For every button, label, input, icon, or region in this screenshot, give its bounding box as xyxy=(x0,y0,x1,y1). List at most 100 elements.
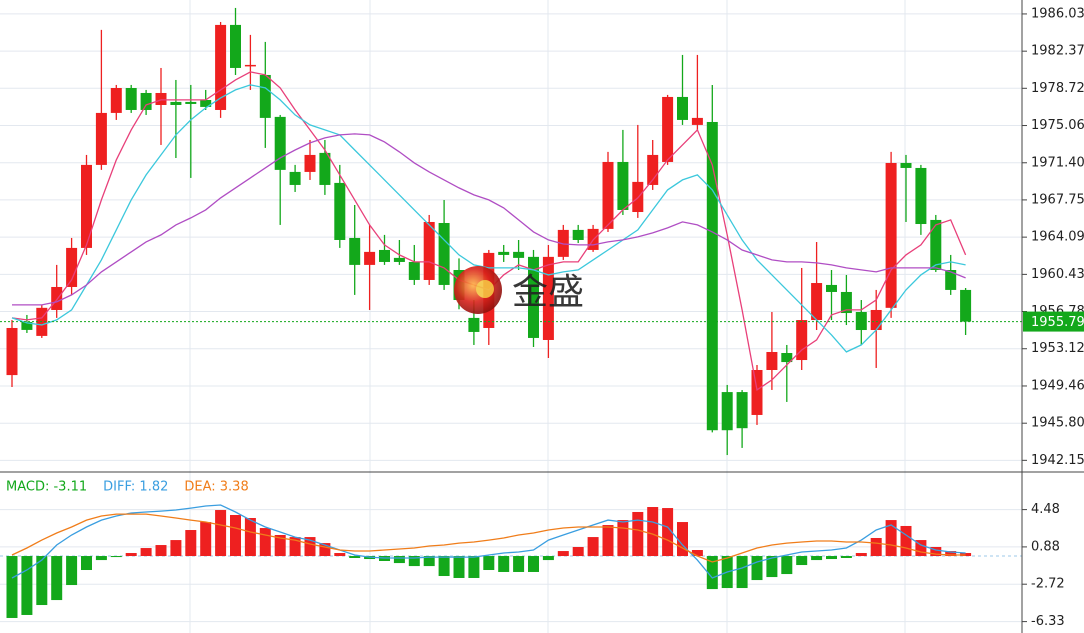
macd-bar xyxy=(513,556,525,572)
candle-body xyxy=(900,162,912,168)
candle-body xyxy=(349,237,361,265)
macd-line xyxy=(11,513,966,563)
y-tick-label: 1945.80 xyxy=(1031,416,1084,431)
y-tick-label: 1953.12 xyxy=(1031,341,1084,356)
candle-body xyxy=(393,257,405,262)
macd-bar xyxy=(572,547,584,557)
candle-body xyxy=(51,286,63,310)
macd-bar xyxy=(528,556,539,572)
macd-bar xyxy=(498,556,510,572)
macd-bar xyxy=(215,510,227,557)
candle-body xyxy=(840,291,852,314)
candle-body xyxy=(259,74,271,118)
macd-bar xyxy=(706,556,718,590)
candle-body xyxy=(647,154,659,185)
macd-bar xyxy=(632,511,644,557)
candle-body xyxy=(66,247,78,287)
legend-entry: DEA: 3.38 xyxy=(184,480,248,495)
macd-bar xyxy=(200,522,212,557)
candle-body xyxy=(677,96,688,120)
candle-body xyxy=(662,96,674,162)
macd-bar xyxy=(95,556,107,561)
candle-body xyxy=(95,112,107,165)
candle-body xyxy=(140,92,152,110)
candle-body xyxy=(960,289,972,322)
y-tick-label: 1964.09 xyxy=(1031,230,1084,245)
macd-bar xyxy=(930,547,942,557)
y-tick-label: 1975.06 xyxy=(1031,118,1084,133)
candle-body xyxy=(230,24,241,68)
y-tick-label: 1949.46 xyxy=(1031,378,1084,393)
candle-body xyxy=(736,392,748,429)
y-tick-label: -6.33 xyxy=(1031,614,1065,629)
macd-bar xyxy=(304,537,316,557)
last-price-box xyxy=(1023,311,1084,332)
legend-entry: MACD: -3.11 xyxy=(6,480,87,495)
candle-body xyxy=(721,392,733,431)
moving-average-line xyxy=(12,133,966,306)
candle-body xyxy=(244,64,256,67)
macd-bar xyxy=(453,556,465,578)
macd-bar xyxy=(393,556,405,564)
macd-bar xyxy=(36,556,48,606)
macd-bar xyxy=(125,553,137,557)
y-tick-label: 1971.40 xyxy=(1031,155,1084,170)
macd-bar xyxy=(274,534,286,557)
candle-body xyxy=(915,167,927,225)
macd-bar xyxy=(885,520,897,557)
candle-body xyxy=(81,164,92,248)
candle-body xyxy=(691,117,703,125)
y-tick-label: 1978.72 xyxy=(1031,81,1084,96)
candle-body xyxy=(408,261,420,280)
candle-body xyxy=(513,251,525,258)
macd-bar xyxy=(468,556,480,578)
candle-body xyxy=(274,116,286,170)
macd-bar xyxy=(81,556,92,571)
macd-bar xyxy=(349,556,361,558)
macd-bar xyxy=(617,520,629,557)
watermark: 金盛 xyxy=(454,266,584,314)
y-tick-label: 1942.15 xyxy=(1031,453,1084,468)
macd-bar xyxy=(259,528,271,557)
macd-bar xyxy=(140,548,152,557)
candle-body xyxy=(215,24,227,110)
candle-body xyxy=(200,100,212,107)
candle-body xyxy=(170,101,182,105)
y-tick-label: 1960.43 xyxy=(1031,267,1084,282)
candle-body xyxy=(870,309,882,331)
macd-bar xyxy=(244,517,256,557)
candle-body xyxy=(826,284,837,292)
candle-body xyxy=(945,269,957,290)
macd-bar xyxy=(945,551,957,557)
candle-body xyxy=(930,219,942,270)
macd-bar xyxy=(662,508,674,557)
last-price-label: 1955.79 xyxy=(1031,315,1084,330)
moving-average-line xyxy=(11,84,966,353)
macd-bar xyxy=(6,556,18,618)
macd-bar xyxy=(170,540,182,557)
candle-body xyxy=(438,222,450,285)
candle-body xyxy=(811,283,823,321)
candle-body xyxy=(885,162,897,308)
candle-body xyxy=(751,369,763,415)
y-tick-label: 1967.75 xyxy=(1031,192,1084,207)
candle-body xyxy=(6,327,18,376)
candle-body xyxy=(21,321,33,330)
candle-body xyxy=(334,182,346,240)
candle-body xyxy=(572,229,584,240)
y-tick-label: 1982.37 xyxy=(1031,44,1084,59)
macd-bar xyxy=(900,525,912,557)
candle-body xyxy=(498,251,510,255)
candle-body xyxy=(617,161,629,210)
macd-bar xyxy=(408,556,420,567)
macd-bar xyxy=(736,556,748,589)
macd-bar xyxy=(781,556,793,575)
macd-bar xyxy=(677,522,688,557)
plot-layer: 1986.03 1982.37 1978.72 1975.06 1971.40 1967.… xyxy=(0,6,1084,629)
candle-body xyxy=(289,171,301,185)
candle-body xyxy=(423,221,435,280)
macd-bar xyxy=(21,556,33,615)
macd-bar xyxy=(483,556,495,571)
macd-bar xyxy=(915,540,927,557)
